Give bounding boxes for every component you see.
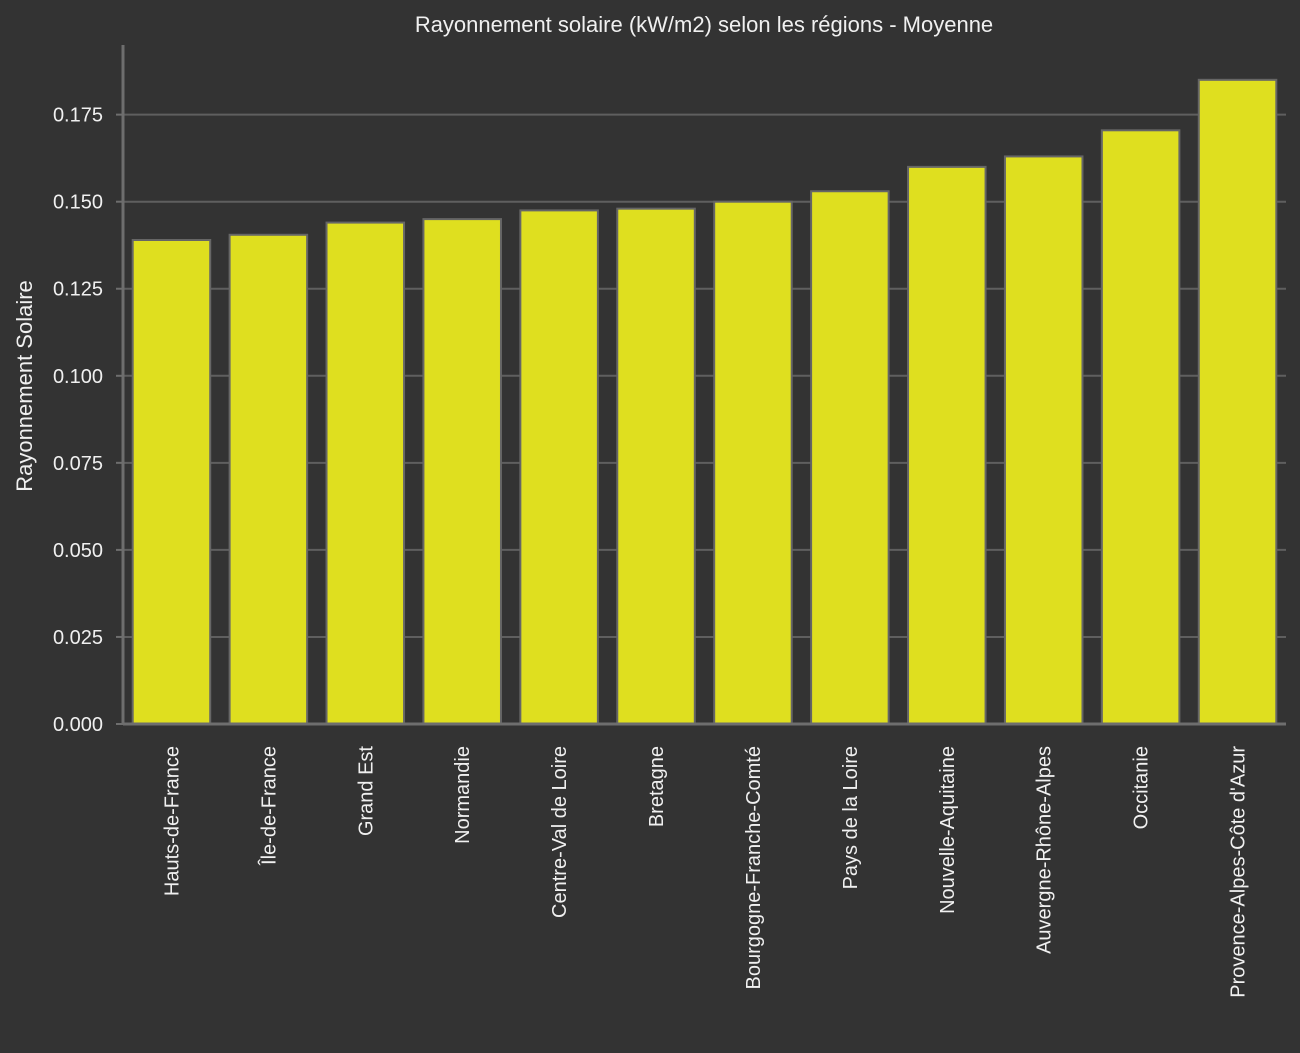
- x-tick-label: Île-de-France: [257, 746, 280, 866]
- y-tick-label: 0.075: [53, 453, 103, 475]
- bar: [131, 238, 212, 725]
- x-tick-label: Hauts-de-France: [161, 746, 183, 896]
- y-tick-labels: 0.000 0.025 0.050 0.075 0.100 0.125 0.150 0.175: [53, 105, 103, 736]
- y-tick-label: 0.100: [53, 366, 103, 388]
- bar: [422, 218, 502, 725]
- x-tick-label: Pays de la Loire: [840, 746, 862, 889]
- bar: [907, 165, 987, 726]
- bar: [1197, 78, 1278, 726]
- bar: [810, 190, 890, 725]
- x-tick-label: Bretagne: [646, 746, 668, 827]
- bar: [713, 200, 793, 725]
- axes: [116, 45, 1286, 726]
- x-tick-labels: Hauts-de-France Île-de-France Grand Est Nor…: [161, 746, 1249, 998]
- x-tick-label: Occitanie: [1131, 746, 1153, 829]
- x-tick-label: Centre-Val de Loire: [549, 746, 571, 918]
- x-tick-label: Nouvelle-Aquitaine: [937, 746, 959, 914]
- y-axis-label: Rayonnement Solaire: [12, 280, 37, 492]
- bar: [1003, 155, 1084, 725]
- y-tick-label: 0.125: [53, 279, 103, 301]
- x-tick-label: Normandie: [452, 746, 474, 844]
- bar: [325, 221, 406, 725]
- bar: [228, 233, 309, 725]
- bar: [519, 209, 599, 725]
- x-tick-label: Grand Est: [355, 746, 377, 836]
- y-tick-label: 0.025: [53, 627, 103, 649]
- x-tick-label: Bourgogne-Franche-Comté: [743, 746, 765, 989]
- y-tick-label: 0.000: [53, 714, 103, 736]
- y-tick-label: 0.150: [53, 192, 103, 214]
- x-tick-label: Auvergne-Rhône-Alpes: [1034, 746, 1056, 954]
- bars: [131, 78, 1278, 726]
- y-tick-label: 0.050: [53, 540, 103, 562]
- chart-title: Rayonnement solaire (kW/m2) selon les ré…: [415, 12, 993, 37]
- x-tick-label: Provence-Alpes-Côte d'Azur: [1228, 746, 1250, 998]
- bar: [616, 207, 696, 725]
- y-tick-label: 0.175: [53, 105, 103, 127]
- gridlines: [123, 113, 1286, 638]
- bar: [1100, 129, 1181, 726]
